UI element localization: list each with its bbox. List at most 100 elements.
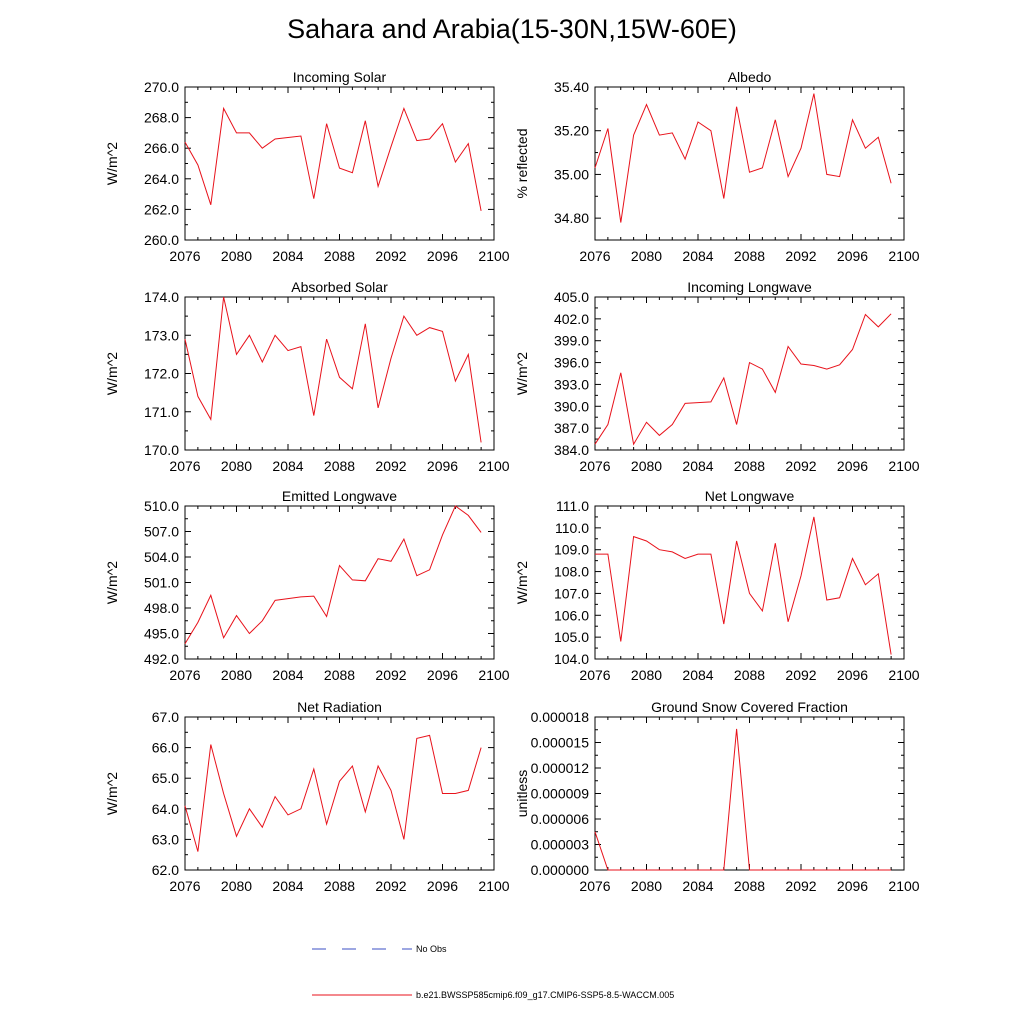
plot-frame <box>594 716 905 871</box>
y-tick-label: 0.000006 <box>531 811 590 827</box>
y-tick-label: 111.0 <box>556 498 589 514</box>
series-line <box>184 734 482 852</box>
y-tick-label: 172.0 <box>144 366 179 382</box>
x-tick-label: 2088 <box>734 248 765 264</box>
plot-frame <box>184 296 495 451</box>
x-tick-label: 2100 <box>888 667 919 683</box>
y-tick-label: 262.0 <box>144 201 179 217</box>
chart-panel: Albedo % reflected 34.80 35.00 35.20 35.40 207… <box>514 69 920 264</box>
chart-panel: Net Longwave W/m^2 104.0 105.0 106.0 107.0 108… <box>514 488 920 683</box>
y-tick-label: 0.000012 <box>531 760 590 776</box>
plot-frame <box>594 505 905 660</box>
y-tick-label: 0.000018 <box>531 709 590 725</box>
x-tick-label: 2100 <box>478 667 509 683</box>
y-tick-label: 105.0 <box>554 629 589 645</box>
y-tick-label: 65.0 <box>152 770 179 786</box>
x-tick-label: 2088 <box>734 458 765 474</box>
x-tick-label: 2076 <box>169 458 200 474</box>
x-tick-label: 2100 <box>478 458 509 474</box>
y-tick-label: 108.0 <box>554 564 589 580</box>
y-tick-label: 396.0 <box>554 355 589 371</box>
y-axis-label: unitless <box>514 770 530 817</box>
y-tick-label: 495.0 <box>144 626 179 642</box>
y-tick-label: 63.0 <box>152 831 179 847</box>
y-tick-label: 173.0 <box>144 327 179 343</box>
y-tick-label: 35.40 <box>554 79 589 95</box>
y-axis-label: W/m^2 <box>514 561 530 604</box>
x-tick-label: 2076 <box>579 458 610 474</box>
y-tick-label: 34.80 <box>554 210 589 226</box>
x-tick-label: 2076 <box>169 878 200 894</box>
y-tick-label: 170.0 <box>144 442 179 458</box>
panel-title: Net Radiation <box>297 699 382 715</box>
y-tick-label: 110.0 <box>555 520 589 536</box>
x-tick-label: 2080 <box>221 878 252 894</box>
x-tick-label: 2084 <box>272 667 303 683</box>
series-line <box>184 505 482 644</box>
plot-frame <box>184 86 495 241</box>
y-tick-label: 384.0 <box>554 442 589 458</box>
plot-frame <box>594 296 905 451</box>
y-tick-label: 266.0 <box>144 140 179 156</box>
x-tick-label: 2076 <box>579 248 610 264</box>
x-tick-label: 2100 <box>888 458 919 474</box>
x-tick-label: 2096 <box>427 878 458 894</box>
x-tick-label: 2096 <box>427 458 458 474</box>
panel-title: Net Longwave <box>705 488 795 504</box>
series-line <box>594 313 892 446</box>
x-tick-label: 2080 <box>631 248 662 264</box>
panel-title: Ground Snow Covered Fraction <box>651 699 848 715</box>
y-tick-label: 264.0 <box>144 171 179 187</box>
x-tick-label: 2076 <box>169 248 200 264</box>
y-tick-label: 0.000009 <box>531 786 590 802</box>
y-tick-label: 510.0 <box>144 498 179 514</box>
chart-panel: Emitted Longwave W/m^2 492.0 495.0 498.0 501.… <box>104 488 510 683</box>
y-tick-label: 109.0 <box>554 542 589 558</box>
y-tick-label: 66.0 <box>152 740 179 756</box>
x-tick-label: 2092 <box>375 458 406 474</box>
series-line <box>594 93 892 223</box>
x-tick-label: 2092 <box>785 248 816 264</box>
y-axis-label: % reflected <box>514 128 530 198</box>
x-tick-label: 2080 <box>221 458 252 474</box>
y-tick-label: 174.0 <box>144 289 179 305</box>
y-tick-label: 0.000000 <box>531 862 590 878</box>
y-tick-label: 501.0 <box>144 575 179 591</box>
x-tick-label: 2088 <box>324 878 355 894</box>
plot-frame <box>184 505 495 660</box>
panel-title: Albedo <box>728 69 772 85</box>
panel-title: Incoming Solar <box>293 69 387 85</box>
x-tick-label: 2096 <box>427 667 458 683</box>
y-axis-label: W/m^2 <box>104 561 120 604</box>
x-tick-label: 2092 <box>785 878 816 894</box>
x-tick-label: 2076 <box>579 878 610 894</box>
y-tick-label: 507.0 <box>144 524 179 540</box>
series-line <box>184 106 482 211</box>
y-tick-label: 405.0 <box>554 289 589 305</box>
x-tick-label: 2088 <box>734 878 765 894</box>
y-axis-label: W/m^2 <box>514 352 530 395</box>
y-tick-label: 387.0 <box>554 420 589 436</box>
y-tick-label: 104.0 <box>554 651 589 667</box>
x-tick-label: 2096 <box>837 878 868 894</box>
y-tick-label: 106.0 <box>554 607 589 623</box>
x-tick-label: 2092 <box>375 667 406 683</box>
x-tick-label: 2080 <box>221 248 252 264</box>
y-tick-label: 504.0 <box>144 549 179 565</box>
panel-title: Absorbed Solar <box>291 279 388 295</box>
x-tick-label: 2092 <box>785 458 816 474</box>
chart-panel: Ground Snow Covered Fractionunitless0.00… <box>514 699 920 894</box>
x-tick-label: 2096 <box>837 248 868 264</box>
x-tick-label: 2076 <box>579 667 610 683</box>
y-tick-label: 270.0 <box>144 79 179 95</box>
y-tick-label: 260.0 <box>144 232 179 248</box>
x-tick-label: 2080 <box>631 458 662 474</box>
y-tick-label: 492.0 <box>144 651 179 667</box>
y-tick-label: 498.0 <box>144 600 179 616</box>
y-tick-label: 399.0 <box>554 333 589 349</box>
x-tick-label: 2088 <box>324 667 355 683</box>
chart-panel: Net Radiation W/m^2 62.0 63.0 64.0 65.0 66.0 67… <box>104 699 510 894</box>
x-tick-label: 2084 <box>272 458 303 474</box>
x-tick-label: 2080 <box>631 667 662 683</box>
